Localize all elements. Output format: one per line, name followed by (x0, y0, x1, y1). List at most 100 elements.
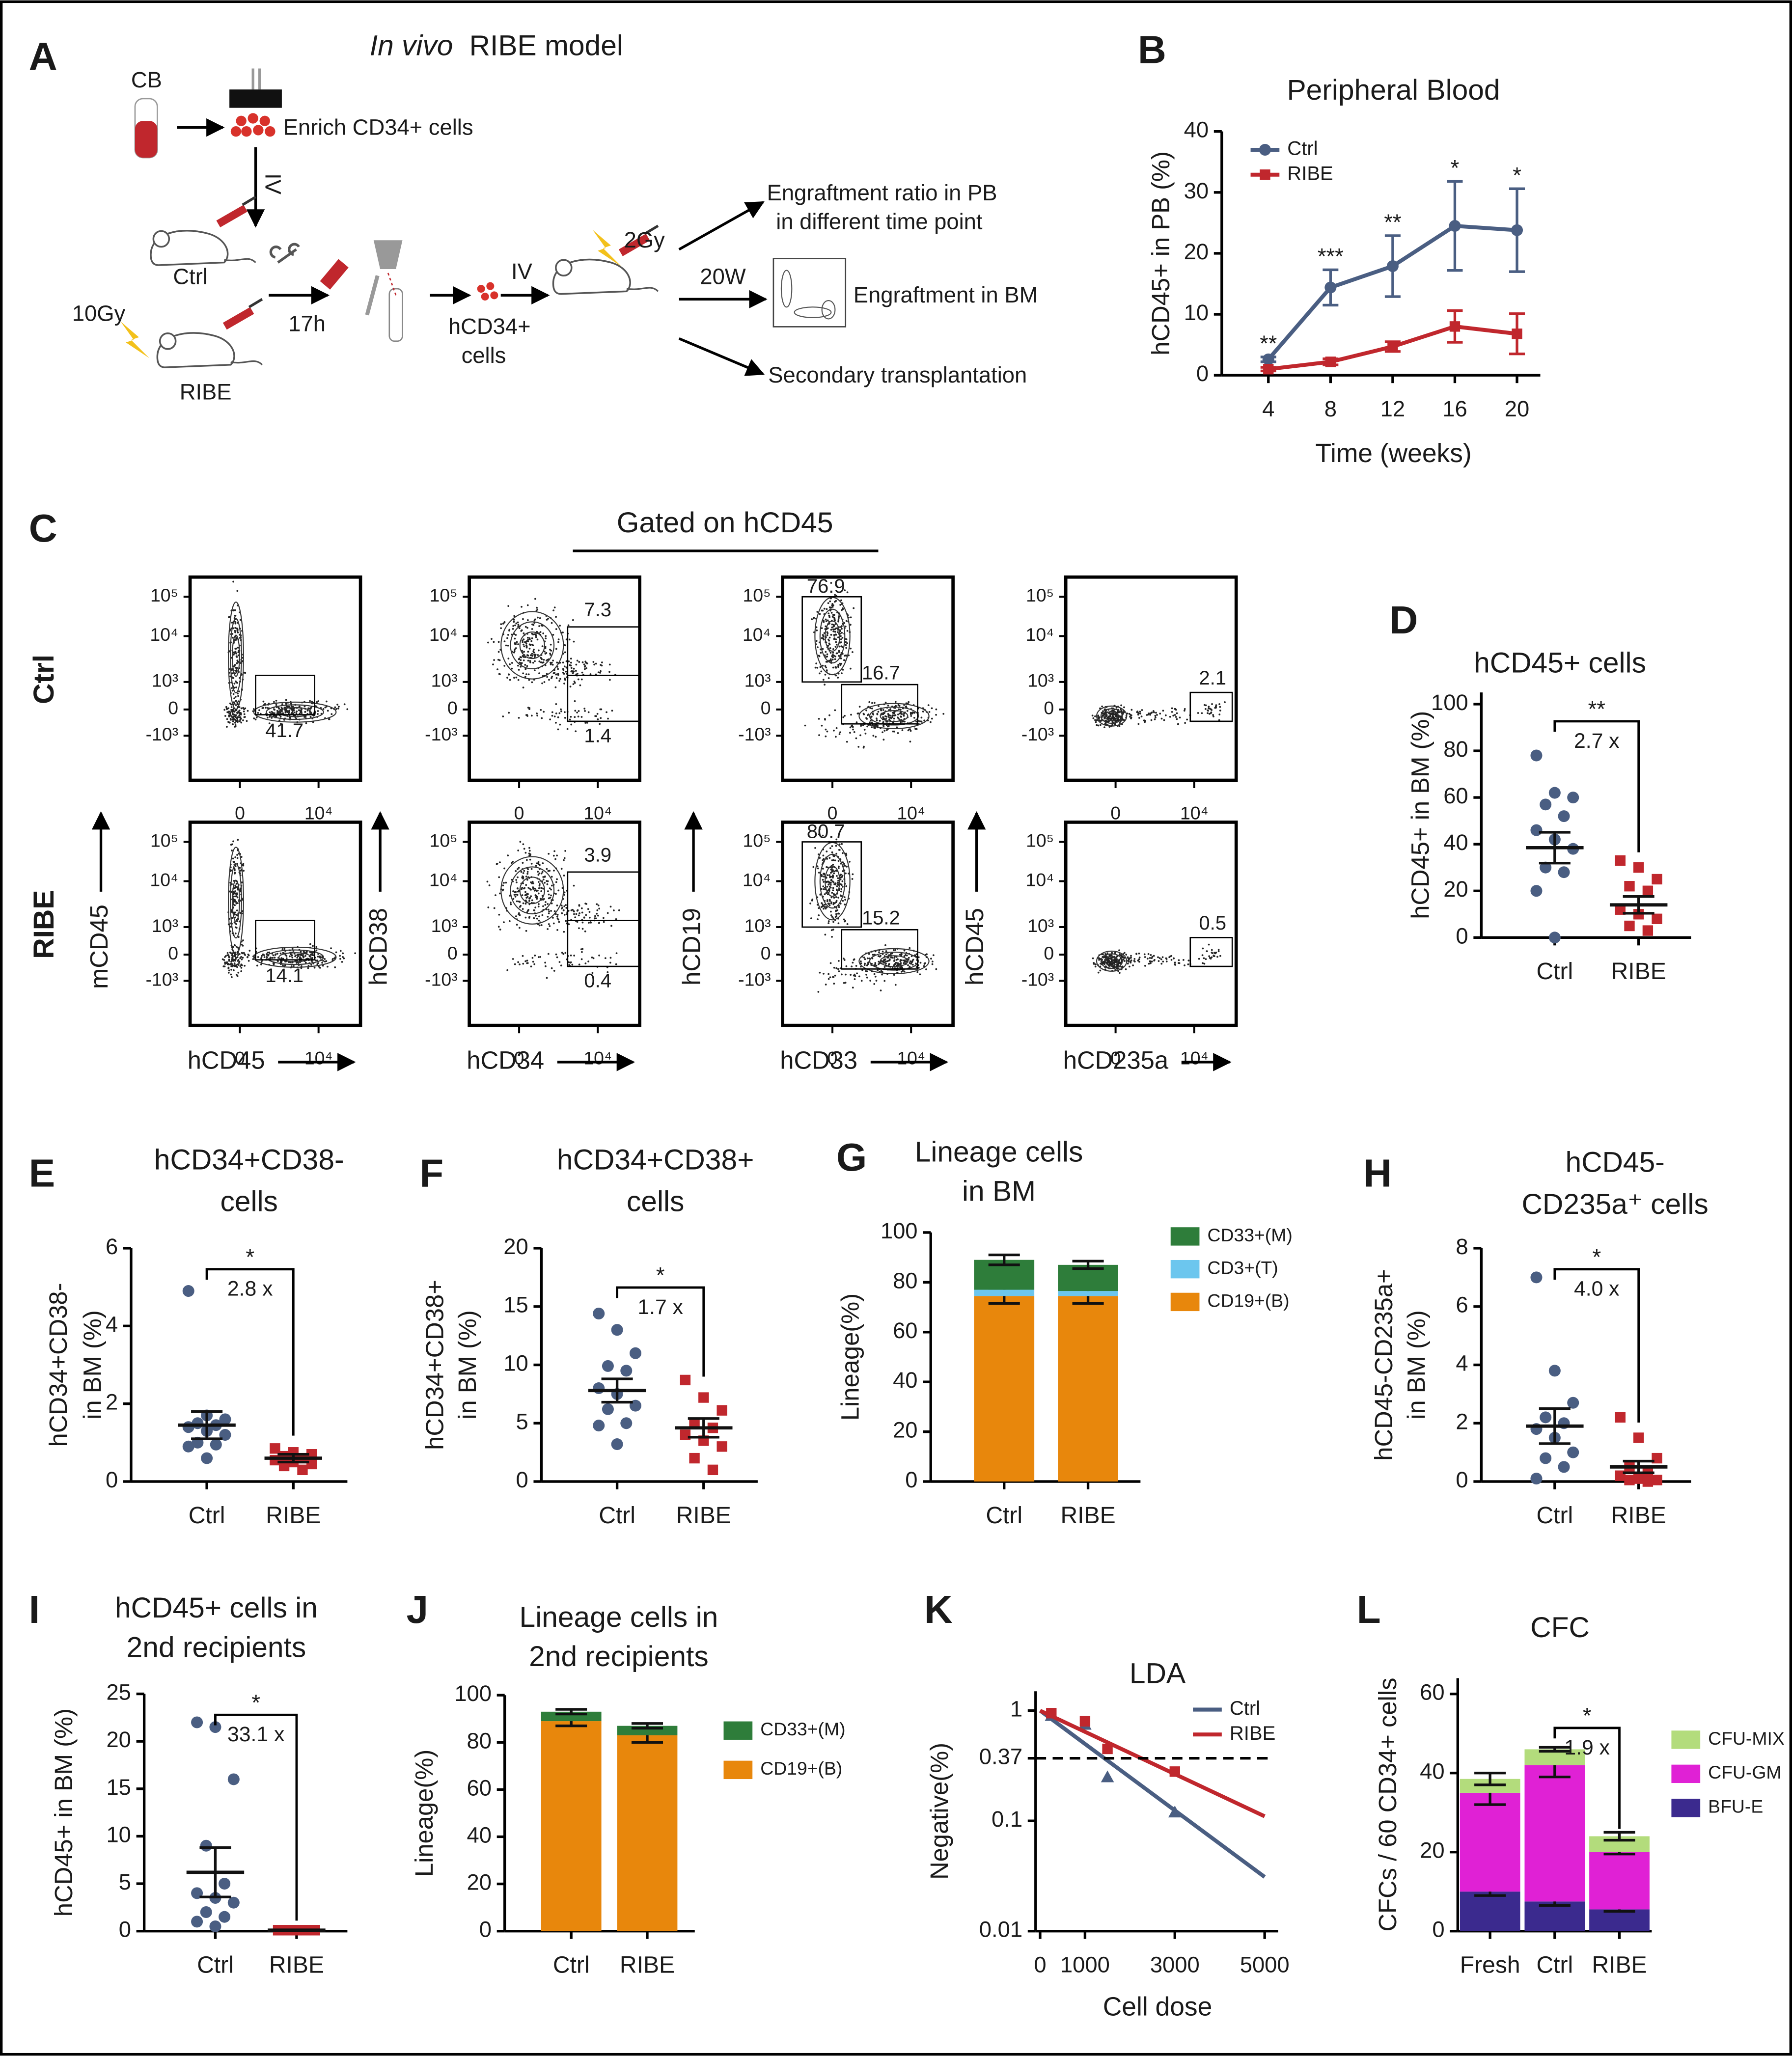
event-dot (540, 709, 542, 711)
event-dot (546, 676, 548, 678)
event-dot (832, 864, 834, 866)
event-dot (1102, 714, 1104, 717)
event-dot (1139, 711, 1141, 713)
event-dot (252, 958, 254, 960)
event-dot (551, 677, 552, 679)
event-dot (883, 980, 886, 982)
event-dot (491, 638, 493, 640)
event-dot (872, 954, 874, 956)
marker (1530, 824, 1543, 836)
event-dot (830, 868, 832, 871)
event-dot (234, 865, 237, 867)
event-dot (908, 701, 910, 703)
event-dot (301, 712, 303, 714)
significance: ** (1384, 210, 1401, 235)
event-dot (239, 965, 242, 967)
event-dot (538, 660, 541, 662)
label: RIBE (180, 380, 232, 405)
event-dot (319, 957, 321, 959)
legend-label: Ctrl (1230, 1698, 1260, 1719)
event-dot (877, 711, 880, 713)
event-dot (819, 666, 822, 668)
significance: ** (1260, 331, 1277, 356)
event-dot (516, 924, 518, 926)
event-dot (839, 604, 842, 606)
event-dot (526, 715, 528, 717)
event-dot (264, 703, 266, 705)
event-dot (542, 675, 544, 677)
event-dot (238, 700, 240, 703)
event-dot (1111, 715, 1114, 718)
event-dot (513, 650, 516, 652)
event-dot (597, 914, 599, 917)
event-dot (231, 958, 233, 960)
event-dot (500, 623, 502, 626)
event-dot (291, 954, 293, 957)
x-tick-label: 0 (235, 802, 245, 823)
event-dot (576, 921, 579, 923)
bone-marrow (320, 259, 349, 290)
event-dot (829, 647, 831, 650)
event-dot (524, 676, 526, 678)
event-dot (521, 629, 523, 631)
event-dot (513, 619, 515, 621)
event-dot (544, 675, 546, 677)
event-dot (532, 888, 534, 890)
legend-label: BFU-E (1708, 1796, 1763, 1817)
event-dot (523, 645, 525, 648)
event-dot (1139, 713, 1141, 714)
event-dot (823, 876, 825, 878)
event-dot (1118, 972, 1121, 974)
event-dot (517, 664, 519, 667)
marker (270, 1454, 280, 1466)
marker (1540, 1452, 1552, 1464)
event-dot (1109, 961, 1111, 963)
event-dot (1197, 712, 1199, 714)
event-dot (849, 726, 852, 729)
event-dot (845, 638, 848, 640)
event-dot (551, 967, 553, 969)
event-dot (268, 722, 271, 724)
event-dot (499, 929, 501, 931)
label: 20W (700, 264, 745, 289)
event-dot (531, 957, 534, 959)
event-dot (883, 730, 886, 732)
significance: * (246, 1244, 254, 1269)
event-dot (230, 706, 233, 708)
event-dot (573, 955, 576, 957)
event-dot (535, 636, 537, 638)
event-dot (534, 598, 536, 600)
event-dot (1130, 961, 1132, 964)
event-dot (234, 651, 236, 653)
event-dot (234, 639, 236, 641)
event-dot (825, 907, 827, 910)
event-dot (233, 713, 235, 716)
event-dot (591, 972, 594, 974)
event-dot (539, 617, 541, 619)
legend-label: CD19+(B) (760, 1758, 842, 1779)
event-dot (546, 619, 548, 621)
event-dot (893, 713, 895, 715)
event-dot (524, 641, 526, 643)
y-axis-label: in BM (%) (1403, 1310, 1431, 1420)
event-dot (889, 708, 891, 710)
gate (567, 920, 640, 967)
y-tick-label: 60 (467, 1775, 492, 1800)
event-dot (825, 984, 827, 986)
event-dot (545, 908, 548, 910)
significance-bracket (1553, 1268, 1640, 1423)
event-dot (816, 611, 819, 613)
gate (841, 684, 918, 725)
event-dot (556, 915, 558, 918)
event-dot (285, 957, 288, 959)
event-dot (530, 863, 533, 865)
event-dot (505, 644, 507, 647)
panel-letter: C (29, 506, 57, 550)
event-dot (235, 893, 237, 895)
legend-swatch (1170, 1260, 1200, 1279)
contour (230, 863, 242, 939)
y-axis-label: mCD45 (85, 905, 113, 989)
marker (1102, 1743, 1113, 1754)
event-dot (230, 715, 232, 717)
event-dot (1143, 953, 1146, 956)
